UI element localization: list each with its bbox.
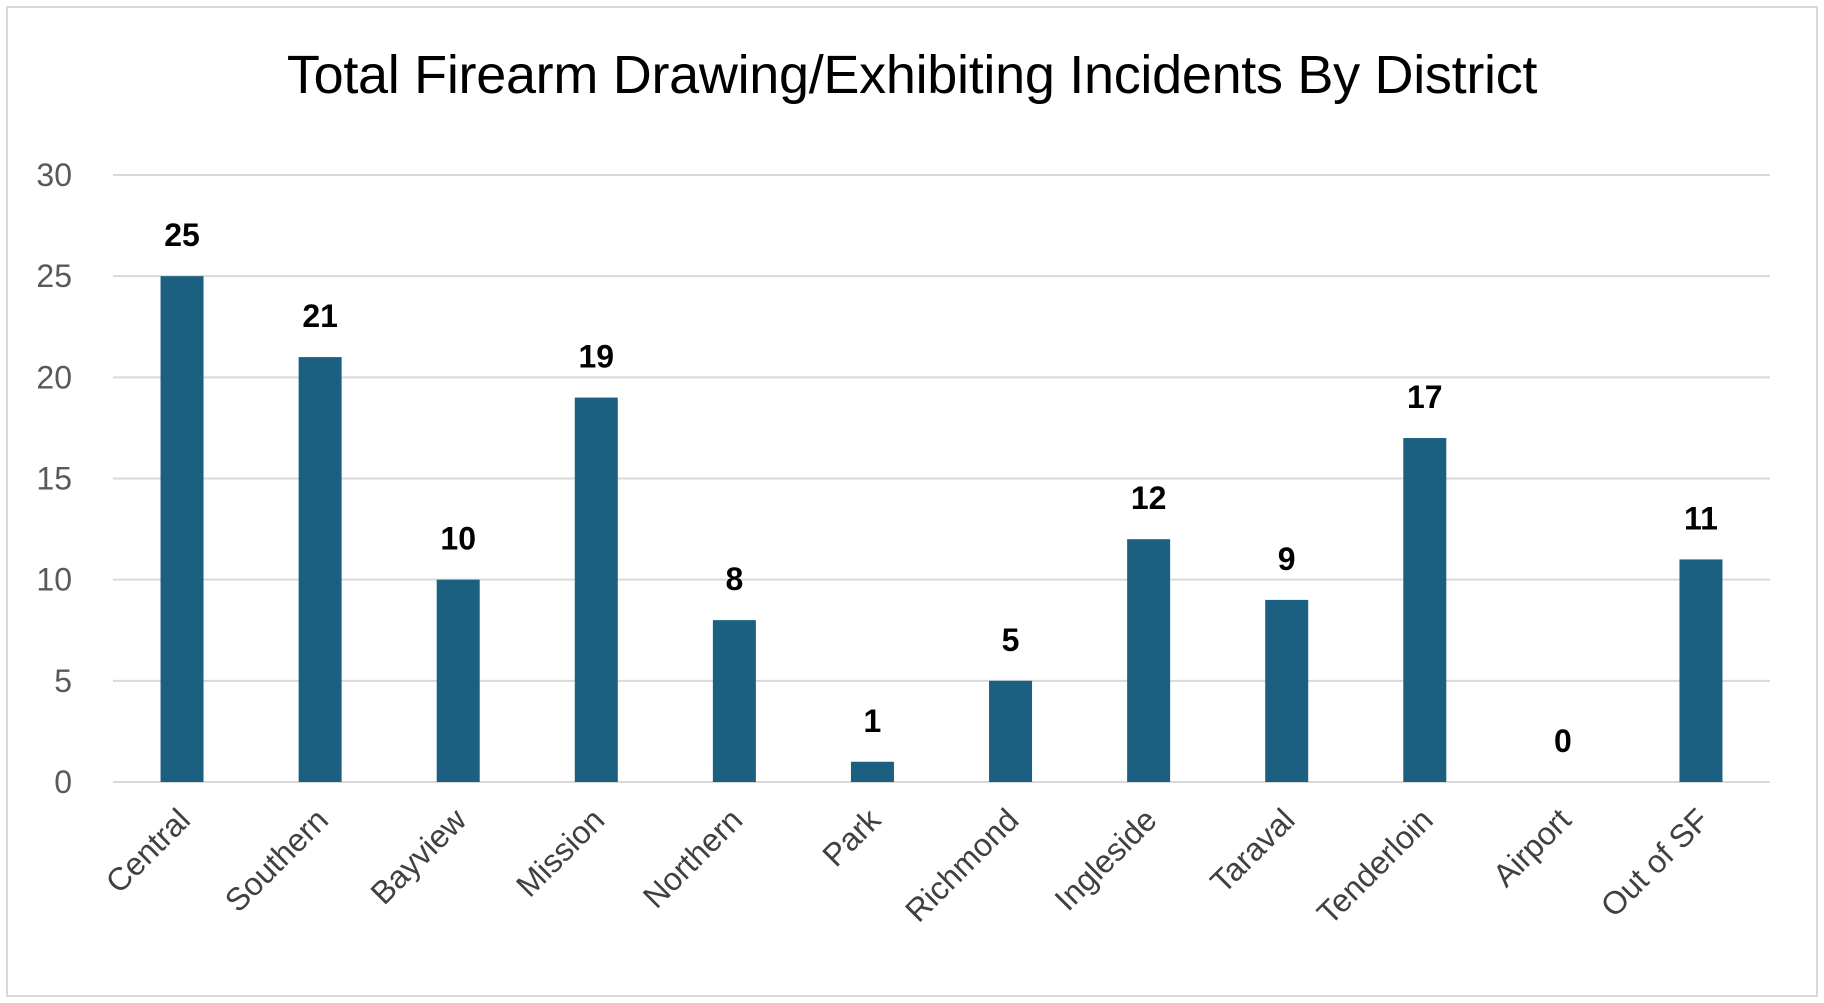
x-tick-label: Ingleside [1048, 801, 1164, 917]
data-label: 12 [1131, 480, 1167, 516]
bar [1127, 539, 1171, 782]
data-label: 1 [864, 703, 882, 739]
data-label: 17 [1407, 379, 1443, 415]
x-axis-categories: Central Southern Bayview Mission Northern Par… [99, 801, 1716, 932]
data-label: 21 [302, 298, 338, 334]
bar [850, 761, 894, 782]
x-tick-label: Richmond [898, 801, 1025, 928]
bar [1403, 438, 1447, 782]
x-tick-label: Taraval [1203, 801, 1301, 899]
data-label: 9 [1278, 541, 1296, 577]
x-tick-label: Tenderloin [1310, 801, 1440, 931]
bar [989, 680, 1033, 782]
y-axis-ticks: 0 5 10 15 20 25 30 [36, 157, 72, 800]
x-tick-label: Bayview [363, 801, 473, 911]
x-tick-label: Central [99, 801, 197, 899]
x-tick-label: Mission [509, 801, 611, 903]
data-label: 5 [1002, 622, 1020, 658]
x-tick-label: Airport [1486, 801, 1578, 893]
bar [436, 579, 480, 782]
bar [1265, 599, 1309, 782]
x-tick-label: Out of SF [1594, 801, 1716, 923]
x-tick-label: Park [815, 801, 888, 874]
gridlines [113, 174, 1770, 783]
data-label: 10 [440, 521, 476, 557]
x-tick-label: Southern [218, 801, 335, 918]
bar [1679, 559, 1723, 782]
bar [574, 397, 618, 782]
y-tick-label: 20 [36, 359, 72, 395]
y-tick-label: 5 [54, 663, 72, 699]
bar [712, 620, 756, 782]
y-tick-label: 15 [36, 461, 72, 497]
bar [298, 357, 342, 782]
chart-title: Total Firearm Drawing/Exhibiting Inciden… [286, 45, 1538, 105]
data-label: 0 [1554, 723, 1572, 759]
y-tick-label: 0 [54, 764, 72, 800]
data-label: 8 [725, 561, 743, 597]
data-label: 11 [1684, 500, 1718, 536]
bars [160, 276, 1723, 782]
bar [160, 276, 204, 782]
y-tick-label: 30 [36, 157, 72, 193]
data-label: 19 [578, 339, 614, 375]
data-label: 25 [164, 217, 200, 253]
y-tick-label: 10 [36, 562, 72, 598]
y-tick-label: 25 [36, 258, 72, 294]
x-tick-label: Northern [636, 801, 749, 914]
